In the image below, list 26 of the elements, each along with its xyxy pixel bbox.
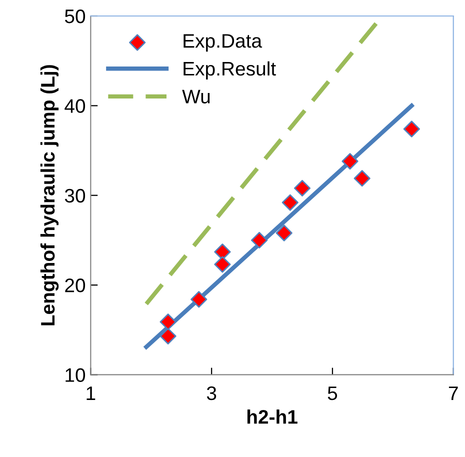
y-tick-label: 20 <box>65 278 86 292</box>
y-tick-label: 50 <box>64 9 86 24</box>
legend-label: Exp.Result <box>184 61 276 80</box>
y-tick-label: 10 <box>66 368 86 382</box>
point <box>342 152 358 170</box>
point <box>403 120 420 138</box>
point <box>251 232 268 249</box>
point <box>282 194 298 211</box>
x-tick-label: 1 <box>86 386 96 400</box>
legend-label: Exp.Data <box>184 34 262 52</box>
legend-label: Wu <box>182 90 210 104</box>
point <box>214 244 231 260</box>
point <box>160 314 176 330</box>
point <box>160 328 176 344</box>
point <box>214 256 231 273</box>
y-axis-title: Lengthof hydraulic jump (Lj) <box>40 65 59 326</box>
point <box>294 180 311 196</box>
y-tick-label: 30 <box>64 188 86 203</box>
y-tick-label: 40 <box>64 99 86 113</box>
point <box>276 224 292 242</box>
x-axis-title: h2-h1 <box>247 410 298 424</box>
x-tick-label: 5 <box>328 386 338 400</box>
x-tick-label: 7 <box>448 386 458 400</box>
point <box>354 170 370 187</box>
point <box>190 291 208 308</box>
x-tick-label: 3 <box>206 386 216 400</box>
